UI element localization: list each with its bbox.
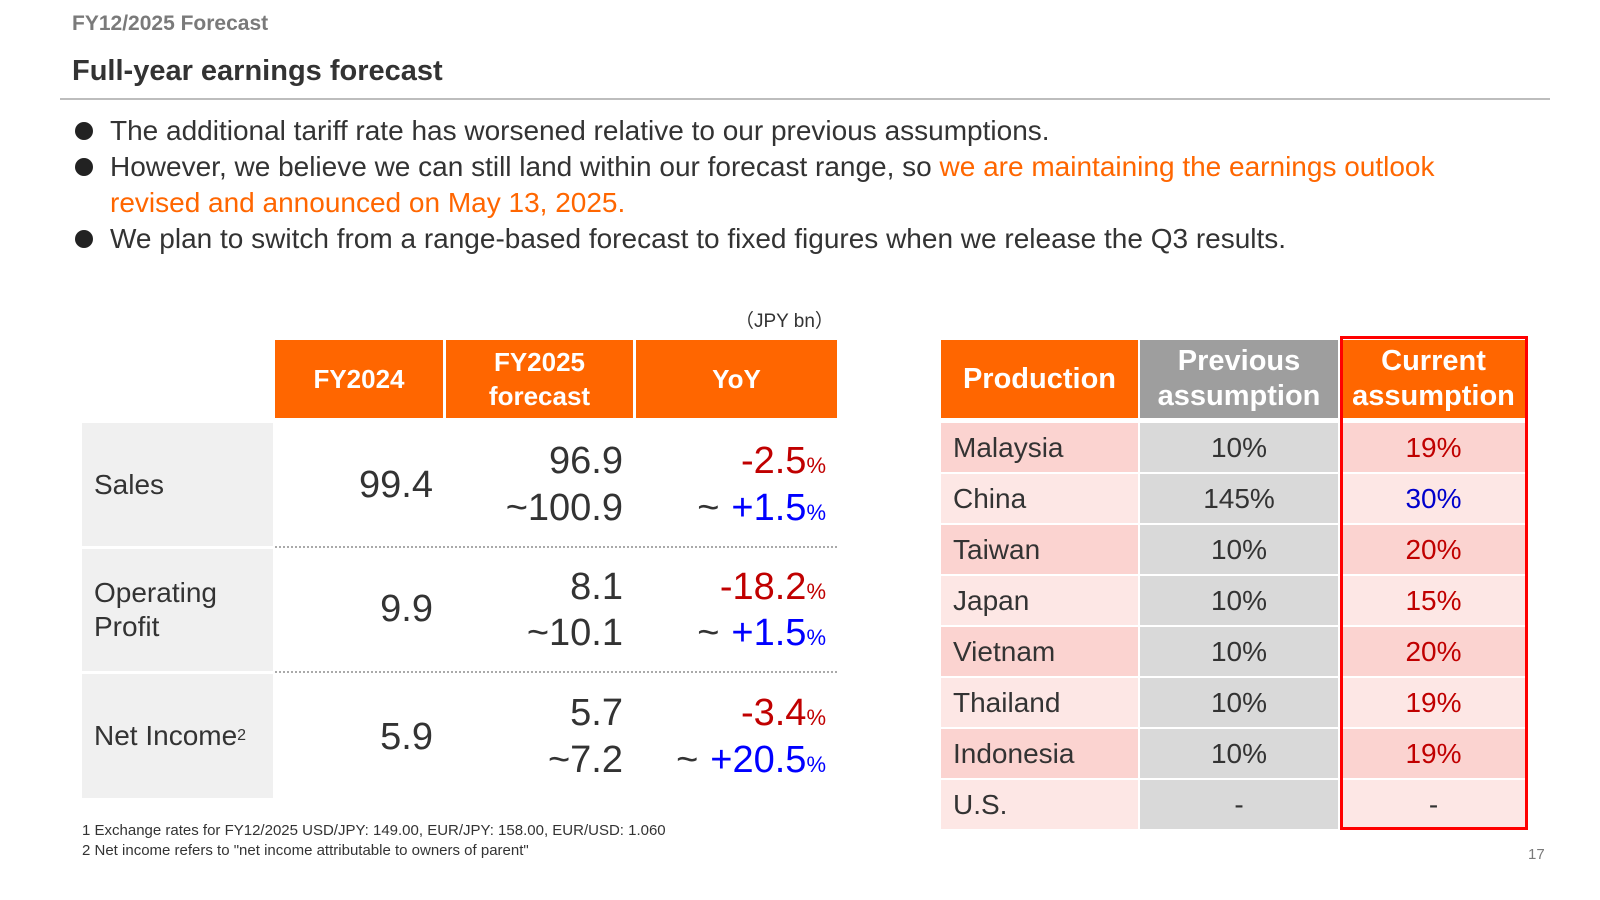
current-cell: 20%: [1342, 627, 1525, 676]
forecast-high: ~7.2: [547, 739, 623, 781]
column-header-previous: Previous assumption: [1140, 340, 1338, 418]
footnote-ref: 2: [237, 727, 247, 744]
column-header-production: Production: [941, 340, 1138, 418]
previous-cell: -: [1140, 780, 1338, 829]
country-cell: Vietnam: [941, 627, 1138, 676]
column-header-current: Current assumption: [1342, 340, 1525, 418]
title-divider: [60, 98, 1550, 100]
current-cell: 20%: [1342, 525, 1525, 574]
fy2024-value: 99.4: [359, 464, 433, 506]
fy2024-value: 5.9: [380, 716, 433, 758]
bullet-item: The additional tariff rate has worsened …: [70, 113, 1530, 149]
yoy-high: ~ +1.5%: [697, 612, 826, 654]
current-cell: 19%: [1342, 423, 1525, 472]
current-cell: 19%: [1342, 729, 1525, 778]
page-title: Full-year earnings forecast: [72, 55, 443, 87]
section-label: FY12/2025 Forecast: [72, 12, 269, 35]
bullet-dot-icon: [75, 122, 93, 140]
forecast-high: ~100.9: [505, 487, 623, 529]
row-label-operating-profit: Operating Profit: [82, 549, 273, 671]
forecast-low: 96.9: [549, 440, 623, 482]
previous-cell: 10%: [1140, 627, 1338, 676]
bullet-item: We plan to switch from a range-based for…: [70, 221, 1530, 257]
row-divider: [275, 671, 837, 673]
yoy-high: ~ +20.5%: [676, 739, 826, 781]
forecast-low: 8.1: [570, 566, 623, 608]
yoy-low: -2.5%: [740, 440, 826, 482]
current-cell: 15%: [1342, 576, 1525, 625]
previous-cell: 10%: [1140, 525, 1338, 574]
column-header-fy2024: FY2024: [275, 340, 443, 418]
previous-cell: 10%: [1140, 678, 1338, 727]
row-label-sales: Sales: [82, 423, 273, 546]
bullet-dot-icon: [75, 158, 93, 176]
unit-note: （JPY bn）: [735, 311, 834, 332]
column-header-yoy: YoY: [636, 340, 837, 418]
previous-cell: 10%: [1140, 576, 1338, 625]
country-cell: Taiwan: [941, 525, 1138, 574]
yoy-low: -18.2%: [719, 566, 826, 608]
yoy-low: -3.4%: [740, 692, 826, 734]
page-number: 17: [1528, 846, 1545, 863]
column-header-forecast: FY2025 forecast: [446, 340, 633, 418]
country-cell: Thailand: [941, 678, 1138, 727]
bullet-item: However, we believe we can still land wi…: [70, 149, 1530, 221]
footnote-1: 1 Exchange rates for FY12/2025 USD/JPY: …: [82, 822, 666, 839]
country-cell: China: [941, 474, 1138, 523]
previous-cell: 10%: [1140, 423, 1338, 472]
country-cell: Indonesia: [941, 729, 1138, 778]
highlighted-text: we are maintaining the earnings outlook …: [110, 151, 1435, 218]
country-cell: U.S.: [941, 780, 1138, 829]
bullet-dot-icon: [75, 230, 93, 248]
yoy-high: ~ +1.5%: [697, 487, 826, 529]
previous-cell: 145%: [1140, 474, 1338, 523]
row-divider: [275, 546, 837, 548]
current-cell: -: [1342, 780, 1525, 829]
forecast-low: 5.7: [570, 692, 623, 734]
row-label-net-income: Net Income 2: [82, 674, 273, 798]
current-cell: 30%: [1342, 474, 1525, 523]
forecast-high: ~10.1: [526, 612, 623, 654]
country-cell: Malaysia: [941, 423, 1138, 472]
footnote-2: 2 Net income refers to "net income attri…: [82, 842, 529, 859]
previous-cell: 10%: [1140, 729, 1338, 778]
fy2024-value: 9.9: [380, 588, 433, 630]
bullet-list: The additional tariff rate has worsened …: [70, 113, 1530, 257]
current-cell: 19%: [1342, 678, 1525, 727]
current-assumption-highlight: [1340, 336, 1528, 830]
country-cell: Japan: [941, 576, 1138, 625]
